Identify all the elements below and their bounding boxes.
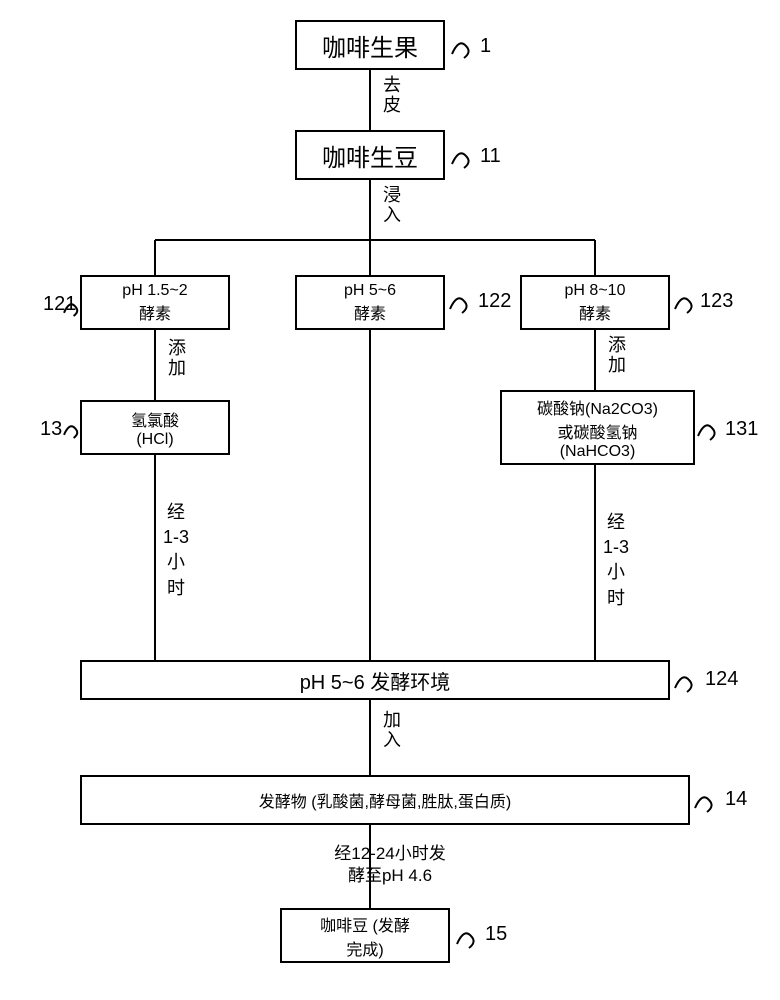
node-label: 发酵物 (乳酸菌,酵母菌,胜肽,蛋白质) [259,788,511,812]
callout-123: 123 [700,290,733,313]
callout-1: 1 [480,35,491,58]
node-label: 碳酸钠(Na2CO3) 或碳酸氢钠 (NaHCO3) [537,395,658,461]
node-label: pH 1.5~2 酵素 [122,282,187,324]
node-coffee-cherry: 咖啡生果 [295,20,445,70]
node-enzyme-ph8-10: pH 8~10 酵素 [520,275,670,330]
node-label: pH 5~6 酵素 [344,282,396,324]
callout-121: 121 [43,293,76,316]
node-label: 氢氯酸 (HCl) [131,407,179,449]
callout-15: 15 [485,923,507,946]
edge-label-add-left: 添加 [163,338,189,378]
edge-label-add-right: 添加 [603,335,629,375]
callout-124: 124 [705,668,738,691]
edge-label-addin: 加入 [378,710,404,750]
node-hcl: 氢氯酸 (HCl) [80,400,230,455]
callout-122: 122 [478,290,511,313]
node-label: pH 8~10 酵素 [565,282,626,324]
node-coffee-done: 咖啡豆 (发酵 完成) [280,908,450,963]
node-label: 咖啡生果 [322,28,418,63]
node-ferment-env: pH 5~6 发酵环境 [80,660,670,700]
callout-13: 13 [40,418,62,441]
edge-label-12-24h: 经12-24小时发 酵至pH 4.6 [310,843,470,887]
node-enzyme-ph5-6: pH 5~6 酵素 [295,275,445,330]
edge-label-1-3h-left: 经 1-3 小 时 [163,500,189,601]
callout-14: 14 [725,788,747,811]
node-ferment-matter: 发酵物 (乳酸菌,酵母菌,胜肽,蛋白质) [80,775,690,825]
edge-label-soak: 浸入 [378,185,404,225]
node-enzyme-ph1.5-2: pH 1.5~2 酵素 [80,275,230,330]
edge-label-1-3h-right: 经 1-3 小 时 [603,510,629,611]
node-label: pH 5~6 发酵环境 [300,666,451,695]
node-label: 咖啡生豆 [322,138,418,173]
edge-label-peel: 去皮 [378,75,404,115]
callout-131: 131 [725,418,758,441]
node-green-bean: 咖啡生豆 [295,130,445,180]
callout-11: 11 [480,145,501,168]
node-label: 咖啡豆 (发酵 完成) [320,912,410,960]
node-na2co3: 碳酸钠(Na2CO3) 或碳酸氢钠 (NaHCO3) [500,390,695,465]
flowchart-diagram: 咖啡生果 咖啡生豆 pH 1.5~2 酵素 pH 5~6 酵素 pH 8~10 … [20,20,760,980]
